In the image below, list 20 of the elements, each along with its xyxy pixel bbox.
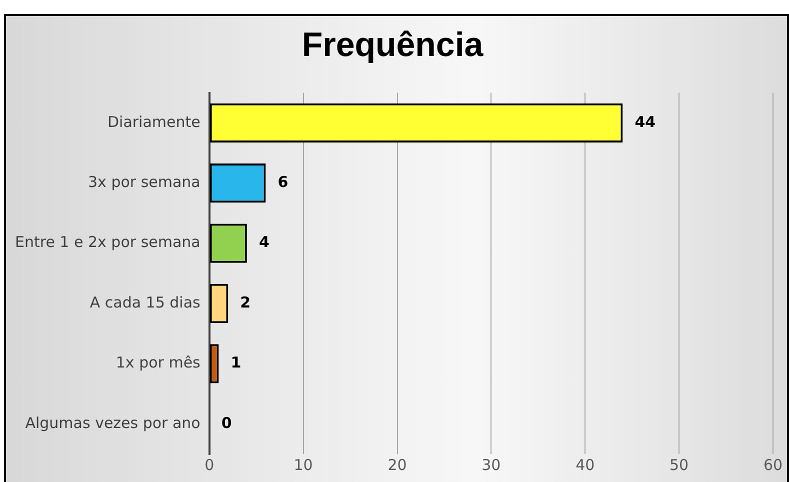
data-label: 2 <box>240 293 251 312</box>
data-label: 4 <box>258 233 270 252</box>
data-label: 0 <box>221 414 232 432</box>
y-tick-label: 3x por semana <box>88 172 200 191</box>
y-tick-label: A cada 15 dias <box>90 293 201 312</box>
y-tick-label: Diariamente <box>107 112 200 131</box>
x-tick-label: 20 <box>388 456 407 474</box>
y-tick-label: 1x por mês <box>116 354 201 372</box>
x-tick-label: 10 <box>294 456 313 474</box>
data-label: 44 <box>634 112 656 131</box>
chart-title: Frequência <box>302 26 484 64</box>
data-label: 1 <box>230 354 242 372</box>
x-tick-label: 30 <box>482 456 501 474</box>
x-tick-label: 40 <box>576 456 595 474</box>
data-label: 6 <box>278 172 288 191</box>
y-tick-label: Algumas vezes por ano <box>25 414 200 432</box>
y-tick-label: Entre 1 e 2x por semana <box>14 233 200 252</box>
x-tick-label: 50 <box>670 456 689 474</box>
x-tick-label: 60 <box>763 456 783 474</box>
x-tick-label: 0 <box>204 456 214 474</box>
